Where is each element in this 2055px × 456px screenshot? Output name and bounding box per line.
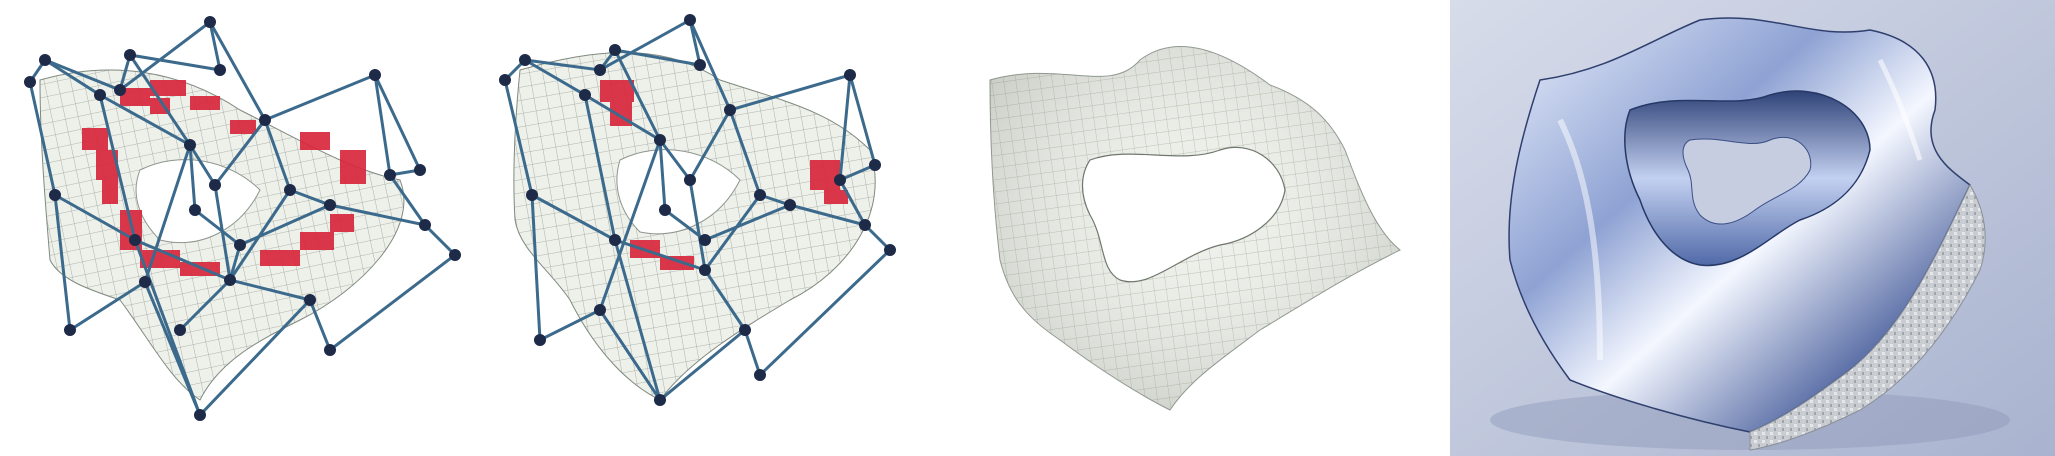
- metal-solid: [1508, 17, 1986, 451]
- control-net-vertices: [24, 16, 461, 421]
- panel-control-net-refined: [0, 0, 480, 456]
- panel-smooth-surface: [980, 0, 1420, 456]
- cavity-opening: [1682, 136, 1812, 225]
- panel-control-net-partial: [490, 0, 950, 456]
- panel-rendered-solid: [1450, 0, 2055, 456]
- control-net-vertices: [499, 14, 896, 406]
- center-hole: [1081, 146, 1286, 283]
- limit-surface: [989, 45, 1401, 411]
- subdivision-surface: [513, 52, 876, 401]
- rough-cut-face: [1749, 183, 1986, 451]
